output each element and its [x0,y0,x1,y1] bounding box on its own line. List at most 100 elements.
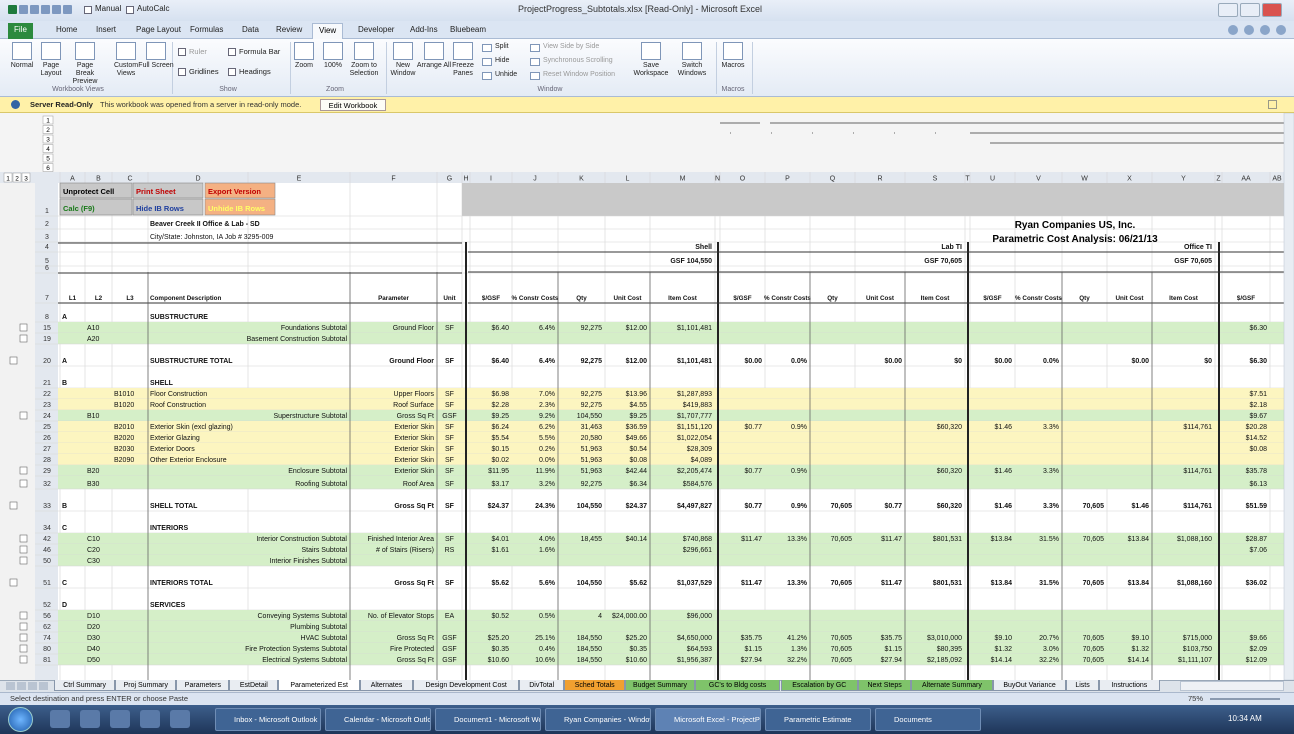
ribbon-button[interactable]: Macros [721,62,745,69]
sheet-tab[interactable]: Sched Totals [564,680,626,691]
ribbon-tab[interactable]: Data [242,25,259,34]
taskbar-item[interactable]: Inbox - Microsoft Outlook [215,708,321,731]
start-button[interactable] [8,707,33,732]
macro-button-label[interactable]: Hide IB Rows [136,204,184,213]
ribbon-small-button[interactable]: Synchronous Scrolling [543,57,613,64]
sheet-tab[interactable]: Instructions [1098,680,1160,691]
window-control[interactable] [1262,3,1282,17]
checkbox[interactable] [178,68,186,76]
ribbon-button-icon[interactable] [453,42,473,60]
sheet-tab[interactable]: DivTotal [519,680,565,691]
tab-nav-button[interactable] [28,682,37,690]
checkbox[interactable] [178,48,186,56]
ribbon-small-icon[interactable] [530,72,540,80]
ribbon-button[interactable]: New Window [390,62,416,77]
quick-access-icon[interactable] [30,5,39,14]
ribbon-button-icon[interactable] [12,42,32,60]
ribbon-tab[interactable]: File [8,23,33,39]
ribbon-small-icon[interactable] [530,58,540,66]
sheet-tab[interactable]: Ctrl Summary [54,680,116,691]
ribbon-tab[interactable]: Review [276,25,303,34]
ribbon-button[interactable]: 100% [324,62,342,69]
quick-access-icon[interactable] [8,5,17,14]
sheet-tab[interactable]: Alternates [360,680,413,691]
sheet-tab[interactable]: Lists [1066,680,1099,691]
tab-nav-button[interactable] [39,682,48,690]
ribbon-tab[interactable]: Page Layout [136,25,181,34]
system-tray[interactable] [1160,711,1220,725]
macro-button[interactable] [59,182,133,199]
ribbon-button-icon[interactable] [723,42,743,60]
sheet-tab[interactable]: EstDetail [229,680,279,691]
ribbon-button[interactable]: Page Layout [40,62,62,77]
quick-access-check[interactable] [84,6,92,14]
ribbon-button-icon[interactable] [146,42,166,60]
ribbon-small-icon[interactable] [482,58,492,66]
sheet-tab[interactable]: GC's to Bldg costs [694,680,781,691]
ribbon-small-icon[interactable] [530,44,540,52]
info-button[interactable]: Edit Workbook [320,99,386,111]
ribbon-tab[interactable]: Insert [96,25,117,34]
zoom-slider[interactable] [1210,698,1280,700]
window-control[interactable] [1240,3,1260,17]
ribbon-button[interactable]: Arrange All [416,62,452,69]
taskbar-item[interactable]: Microsoft Excel - ProjectProgress [655,708,761,731]
ribbon-button-icon[interactable] [75,42,95,60]
sheet-tab[interactable]: Proj Summary [115,680,177,691]
quick-access-icon[interactable] [63,5,72,14]
checkbox-label[interactable]: Formula Bar [239,47,281,56]
quick-access-icon[interactable] [52,5,61,14]
pinned-icon[interactable] [50,710,70,728]
macro-button[interactable] [204,182,276,199]
sheet-tab[interactable]: Next Steps [858,680,912,691]
ribbon-tab[interactable]: Bluebeam [450,25,487,34]
sheet-tab[interactable]: Escalation by GC [780,680,859,691]
checkbox[interactable] [228,48,236,56]
ribbon-tab[interactable]: Add-Ins [410,25,438,34]
macro-button[interactable] [204,198,276,216]
ribbon-tab[interactable]: Formulas [190,25,224,34]
ribbon-small-button[interactable]: Hide [495,57,510,64]
ribbon-button-icon[interactable] [116,42,136,60]
macro-button-label[interactable]: Unhide IB Rows [208,204,265,213]
sheet-tab[interactable]: BuyOut Variance [992,680,1067,691]
pinned-icon[interactable] [140,710,160,728]
ribbon-tab[interactable]: Developer [358,25,395,34]
macro-button[interactable] [132,198,204,216]
sheet-tab[interactable]: Budget Summary [625,680,695,691]
ribbon-button[interactable]: Normal [10,62,34,69]
macro-button-label[interactable]: Calc (F9) [63,204,95,213]
ribbon-button-icon[interactable] [354,42,374,60]
ribbon-button-icon[interactable] [393,42,413,60]
ribbon-button-icon[interactable] [641,42,661,60]
window-control[interactable] [1218,3,1238,17]
ribbon-button[interactable]: Save Workspace [633,62,669,77]
ribbon-small-button[interactable]: Reset Window Position [543,71,615,78]
ribbon-button[interactable]: Page Break Preview [72,62,98,85]
taskbar-item[interactable]: Calendar - Microsoft Outlook [325,708,431,731]
tab-nav-button[interactable] [17,682,26,690]
quick-access-check[interactable] [126,6,134,14]
ribbon-small-button[interactable]: View Side by Side [543,43,600,50]
ribbon-corner-icon[interactable] [1228,25,1238,35]
taskbar-item[interactable]: Parametric Estimate [765,708,871,731]
macro-button-label[interactable]: Export Version [208,187,261,196]
sheet-tab[interactable]: Alternate Summary [911,680,993,691]
ribbon-button-icon[interactable] [424,42,444,60]
taskbar-item[interactable]: Document1 - Microsoft Word [435,708,541,731]
ribbon-button[interactable]: Custom Views [113,62,139,77]
taskbar-item[interactable]: Ryan Companies - Windows Internet Explor… [545,708,651,731]
macro-button-label[interactable]: Unprotect Cell [63,187,114,196]
sheet-tab[interactable]: Parameters [176,680,230,691]
checkbox-label[interactable]: Ruler [189,47,207,56]
ribbon-button[interactable]: Full Screen [138,62,174,69]
macro-button[interactable] [132,182,204,199]
macro-button[interactable] [59,198,133,216]
checkbox-label[interactable]: Headings [239,67,271,76]
ribbon-button[interactable]: Zoom to Selection [349,62,379,77]
ribbon-corner-icon[interactable] [1260,25,1270,35]
ribbon-tab[interactable]: View [312,23,344,39]
checkbox[interactable] [228,68,236,76]
ribbon-small-icon[interactable] [482,44,492,52]
taskbar-item[interactable]: Documents [875,708,981,731]
